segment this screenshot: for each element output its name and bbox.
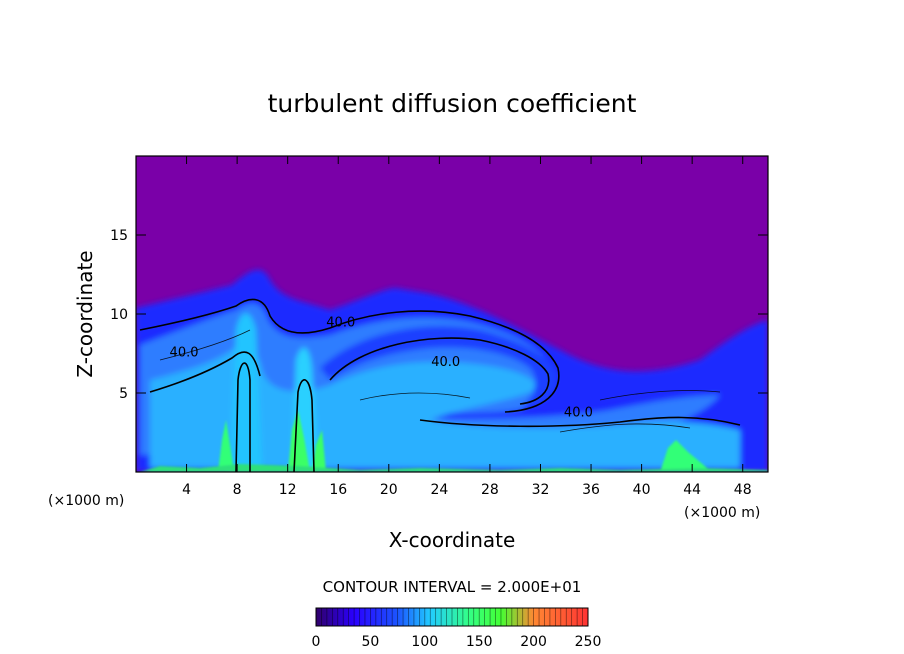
plot-field: 40.0 40.0 40.0 40.0 <box>136 156 768 472</box>
x-unit-label-left: (×1000 m) <box>48 493 124 509</box>
x-axis-label: X-coordinate <box>389 528 516 552</box>
y-tick-label: 15 <box>110 228 128 244</box>
colorbar-tick-label: 250 <box>575 634 602 650</box>
colorbar-tick-label: 0 <box>312 634 321 650</box>
x-tick-label: 16 <box>329 482 347 498</box>
colorbar-tick-label: 100 <box>411 634 438 650</box>
contour-label: 40.0 <box>326 316 355 331</box>
x-tick-label: 44 <box>683 482 701 498</box>
y-tick-label: 10 <box>110 307 128 323</box>
contour-interval-text: CONTOUR INTERVAL = 2.000E+01 <box>323 578 582 596</box>
x-tick-label: 28 <box>481 482 499 498</box>
colorbar-tick-label: 200 <box>520 634 547 650</box>
contour-label: 40.0 <box>431 355 460 370</box>
x-tick-label: 32 <box>532 482 550 498</box>
chart-title: turbulent diffusion coefficient <box>268 89 637 118</box>
x-tick-label: 8 <box>233 482 242 498</box>
x-axis-ticks: 4 8 12 16 20 24 28 32 36 40 44 48 <box>182 156 752 498</box>
x-tick-label: 4 <box>182 482 191 498</box>
contour-labels: 40.0 40.0 40.0 40.0 <box>170 316 593 421</box>
x-unit-label-right: (×1000 m) <box>684 505 760 521</box>
x-tick-label: 12 <box>279 482 297 498</box>
x-tick-label: 48 <box>734 482 752 498</box>
y-axis-label: Z-coordinate <box>73 250 97 377</box>
contour-label: 40.0 <box>564 406 593 421</box>
y-axis-ticks: 5 10 15 <box>110 228 768 402</box>
x-tick-label: 36 <box>582 482 600 498</box>
colorbar-tick-label: 50 <box>361 634 379 650</box>
x-tick-label: 24 <box>430 482 448 498</box>
y-tick-label: 5 <box>119 386 128 402</box>
contour-label: 40.0 <box>170 346 199 361</box>
colorbar: 0 50 100 150 200 250 <box>312 607 602 650</box>
colorbar-tick-label: 150 <box>466 634 493 650</box>
x-tick-label: 20 <box>380 482 398 498</box>
x-tick-label: 40 <box>633 482 651 498</box>
